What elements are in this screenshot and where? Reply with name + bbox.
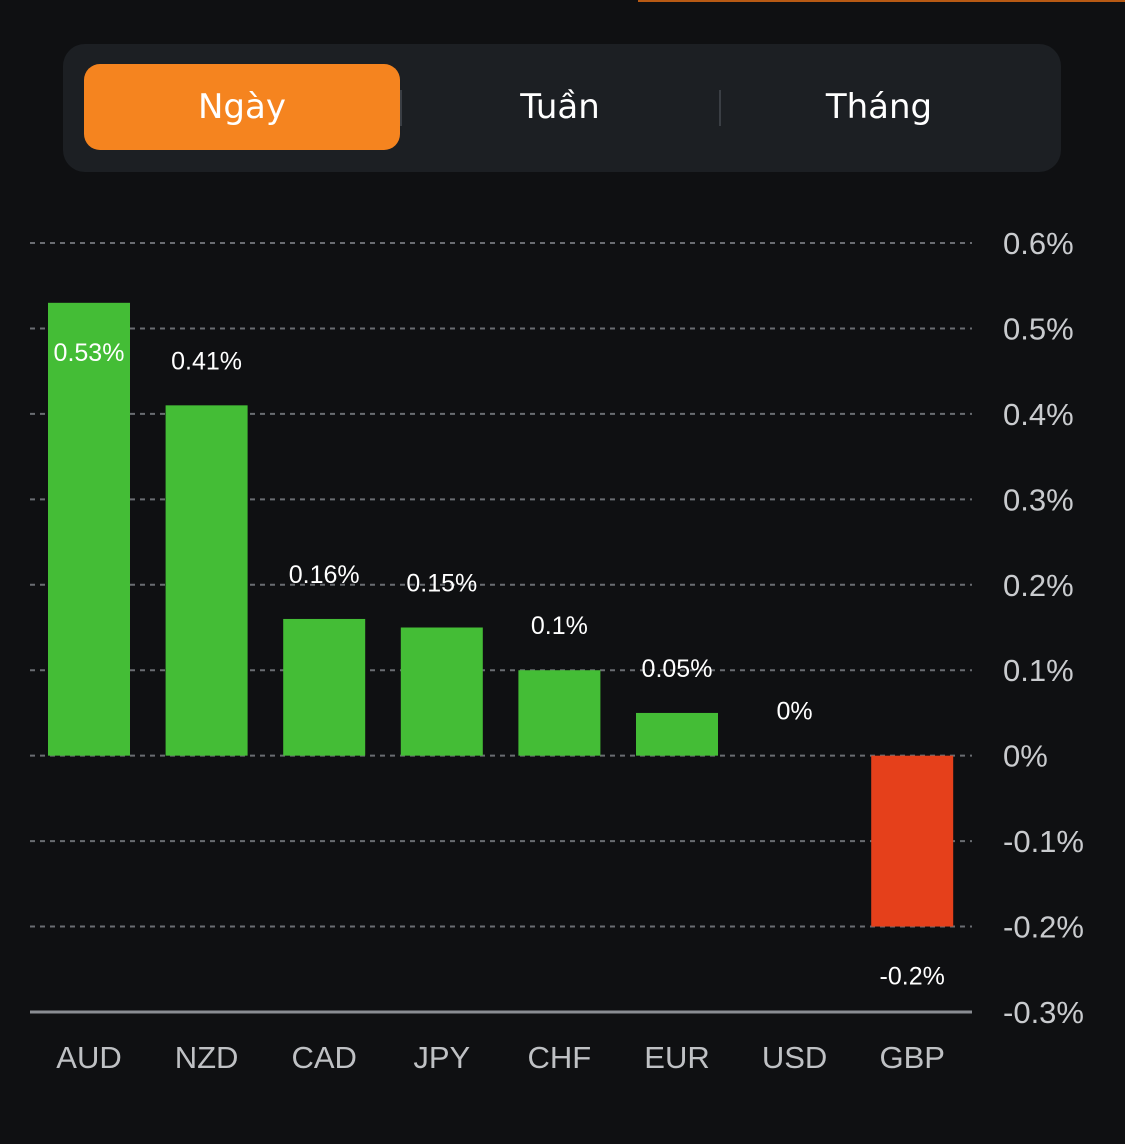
x-tick-label: EUR [644, 1040, 709, 1075]
data-label: 0% [777, 698, 813, 726]
bar-chf [518, 670, 601, 756]
data-label: 0.53% [54, 339, 125, 367]
bar-jpy [400, 627, 483, 756]
y-tick-label: 0% [1003, 739, 1048, 774]
data-label: 0.15% [406, 570, 477, 598]
period-selector: Ngày Tuần Tháng [63, 44, 1061, 172]
tab-week[interactable]: Tuần [520, 87, 600, 127]
data-label: -0.2% [880, 963, 945, 991]
tab-month[interactable]: Tháng [825, 87, 933, 127]
tab-divider [400, 90, 402, 126]
y-tick-label: 0.1% [1003, 653, 1074, 688]
y-tick-label: -0.2% [1003, 910, 1084, 945]
bar-gbp [871, 755, 954, 927]
y-tick-label: 0.3% [1003, 482, 1074, 517]
x-tick-label: USD [762, 1040, 827, 1075]
bar-aud [48, 302, 130, 756]
x-tick-label: CAD [291, 1040, 356, 1075]
y-tick-label: -0.3% [1003, 995, 1084, 1030]
data-label: 0.05% [642, 655, 713, 683]
bar-eur [636, 712, 718, 756]
tab-day[interactable]: Ngày [84, 64, 400, 150]
y-tick-label: 0.4% [1003, 397, 1074, 432]
data-label: 0.1% [531, 612, 588, 640]
data-label: 0.16% [289, 561, 360, 589]
tab-divider [719, 90, 721, 126]
y-tick-label: 0.5% [1003, 311, 1074, 346]
data-label: 0.41% [171, 347, 242, 375]
x-tick-label: AUD [56, 1040, 121, 1075]
x-tick-label: CHF [528, 1040, 592, 1075]
y-tick-label: 0.2% [1003, 568, 1074, 603]
y-tick-label: 0.6% [1003, 226, 1074, 261]
x-tick-label: GBP [879, 1040, 944, 1075]
bar-cad [283, 618, 366, 756]
y-tick-label: -0.1% [1003, 824, 1084, 859]
bar-nzd [165, 405, 248, 756]
x-tick-label: NZD [175, 1040, 239, 1075]
x-tick-label: JPY [413, 1040, 470, 1075]
top-accent-line [638, 0, 1125, 2]
